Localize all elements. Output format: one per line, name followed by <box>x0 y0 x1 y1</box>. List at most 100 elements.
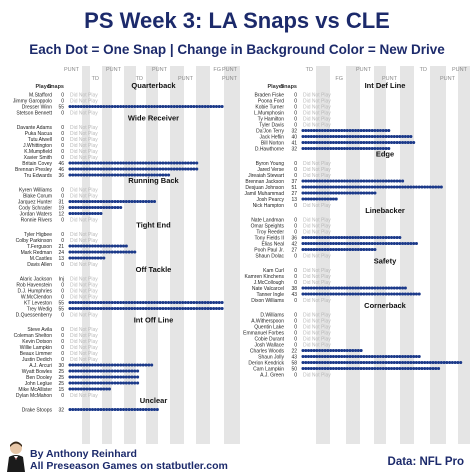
snap-dot <box>90 173 95 177</box>
snap-dot <box>320 134 324 139</box>
snap-dot <box>334 292 338 296</box>
did-not-play-label: Did Not Play <box>303 331 331 337</box>
snap-dot <box>425 185 430 189</box>
snap-dot <box>68 300 72 305</box>
snap-dot <box>150 363 154 367</box>
player-name: Stetson Bennett <box>16 111 52 117</box>
snap-dot <box>68 306 72 311</box>
snap-dot <box>351 128 355 133</box>
player-name: Rob Havenstein <box>16 283 52 289</box>
snap-dot <box>337 128 341 133</box>
snap-dot <box>348 185 352 189</box>
snap-dot <box>356 366 360 371</box>
snap-dot <box>351 146 355 151</box>
snap-dot <box>85 205 89 210</box>
snap-dot <box>384 292 388 296</box>
did-not-play-label: Did Not Play <box>70 188 98 194</box>
player-name: M.Castles <box>30 256 53 262</box>
snap-dot <box>323 354 327 359</box>
snap-dot <box>334 185 338 189</box>
snap-dot <box>373 354 377 359</box>
player-snaps: 32 <box>291 147 297 153</box>
snap-dot <box>127 167 131 171</box>
snap-dot <box>93 173 97 177</box>
did-not-play-label: Did Not Play <box>70 137 98 143</box>
snap-dot <box>220 306 224 311</box>
snap-dot <box>113 104 117 109</box>
snap-dot <box>88 300 92 305</box>
snap-dot <box>392 185 396 189</box>
did-not-play-label: Did Not Play <box>303 298 331 304</box>
did-not-play-label: Did Not Play <box>70 327 98 333</box>
snap-dot <box>381 354 385 359</box>
drive-result-label: PUNT <box>222 76 238 82</box>
snap-dot <box>326 348 330 353</box>
snap-dot <box>90 199 95 204</box>
snap-dot <box>384 235 388 240</box>
snap-dot <box>71 205 75 210</box>
snap-dot <box>318 179 322 183</box>
player-name: Pooh Paul Jr. <box>254 248 284 254</box>
snap-dot <box>365 247 369 252</box>
did-not-play-label: Did Not Play <box>70 289 98 295</box>
snap-dot <box>359 140 363 145</box>
player-name: KT Leveston <box>24 301 52 307</box>
snap-dot <box>326 241 330 246</box>
snap-dot <box>217 300 221 305</box>
snap-dot <box>342 134 347 139</box>
snap-dot <box>323 185 327 189</box>
snap-dot <box>320 348 324 353</box>
snap-dot <box>144 306 148 311</box>
snap-dot <box>110 369 114 373</box>
snap-dot <box>342 140 347 145</box>
snap-dot <box>119 104 123 109</box>
snap-dot <box>189 306 193 311</box>
snap-dot <box>130 369 134 373</box>
snap-dot <box>354 179 358 183</box>
snap-dot <box>406 185 410 189</box>
snap-dot <box>102 381 106 385</box>
snap-dot <box>398 179 402 183</box>
snap-dot <box>147 173 151 177</box>
player-snaps: 0 <box>61 143 64 149</box>
snap-dot <box>381 241 385 246</box>
snap-dot <box>354 360 358 365</box>
snap-dot <box>315 286 319 290</box>
snap-dot <box>323 360 327 365</box>
snap-dot <box>88 211 92 216</box>
snap-dot <box>342 366 347 371</box>
snap-dot <box>301 348 305 353</box>
snap-dot <box>370 241 374 246</box>
snap-dot <box>345 354 349 359</box>
snap-dot <box>323 247 327 252</box>
snap-dot <box>107 300 111 305</box>
player-name: Kam Curl <box>263 268 284 274</box>
snap-dot <box>401 179 405 183</box>
did-not-play-label: Did Not Play <box>70 295 98 301</box>
snap-dot <box>362 146 366 151</box>
player-snaps: 0 <box>294 173 297 179</box>
player-name: Ty Hamilton <box>258 117 285 123</box>
player-name: Puka Nacua <box>25 131 52 137</box>
snap-dot <box>389 286 394 290</box>
snap-dot <box>373 128 377 133</box>
snap-dot <box>337 179 341 183</box>
snap-dot <box>189 167 193 171</box>
snap-dot <box>133 407 137 412</box>
snap-dot <box>304 286 308 290</box>
snap-dot <box>412 354 416 359</box>
snap-dot <box>340 348 344 353</box>
snap-dot <box>110 407 114 412</box>
snap-dot <box>409 354 413 359</box>
snap-dot <box>161 300 165 305</box>
snap-dot <box>318 348 322 353</box>
snap-dot <box>68 256 72 260</box>
snap-dot <box>304 140 308 145</box>
snap-dot <box>365 185 369 189</box>
drive-stripe <box>196 66 210 444</box>
snap-dot <box>381 185 385 189</box>
snap-dot <box>389 354 394 359</box>
snap-dot <box>376 128 380 133</box>
snap-dot <box>119 161 123 165</box>
snap-dot <box>175 167 179 171</box>
